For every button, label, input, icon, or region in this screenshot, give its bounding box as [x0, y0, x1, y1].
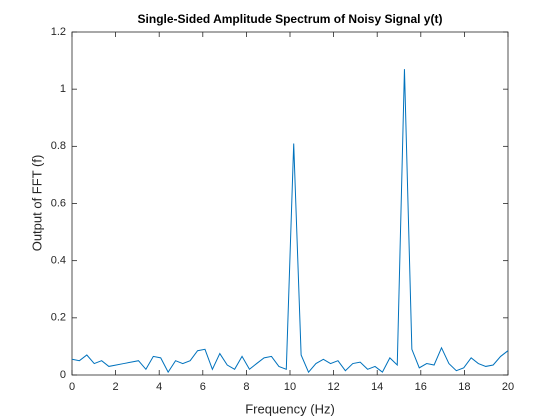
x-tick-label: 4	[156, 381, 162, 393]
x-tick-label: 2	[113, 381, 119, 393]
y-tick-label: 0	[60, 369, 66, 381]
x-tick-label: 16	[415, 381, 427, 393]
x-tick-label: 8	[243, 381, 249, 393]
line-series	[71, 69, 509, 374]
y-tick-label: 0.6	[51, 197, 66, 209]
y-tick-label: 0.2	[51, 312, 66, 324]
y-tick-label: 0.8	[51, 140, 66, 152]
y-tick-label: 1	[60, 83, 66, 95]
x-axis-label: Frequency (Hz)	[245, 401, 335, 416]
x-tick-label: 12	[327, 381, 339, 393]
x-tick-label: 20	[502, 381, 514, 393]
x-tick-label: 18	[458, 381, 470, 393]
plot-area	[71, 31, 509, 376]
chart-title: Single-Sided Amplitude Spectrum of Noisy…	[138, 12, 443, 26]
x-tick-label: 10	[284, 381, 296, 393]
y-tick-label: 1.2	[51, 26, 66, 38]
x-tick-label: 6	[200, 381, 206, 393]
x-tick-label: 14	[371, 381, 383, 393]
x-tick-label: 0	[69, 381, 75, 393]
y-axis-label: Output of FFT (f)	[29, 155, 44, 252]
y-tick-label: 0.4	[51, 255, 66, 267]
